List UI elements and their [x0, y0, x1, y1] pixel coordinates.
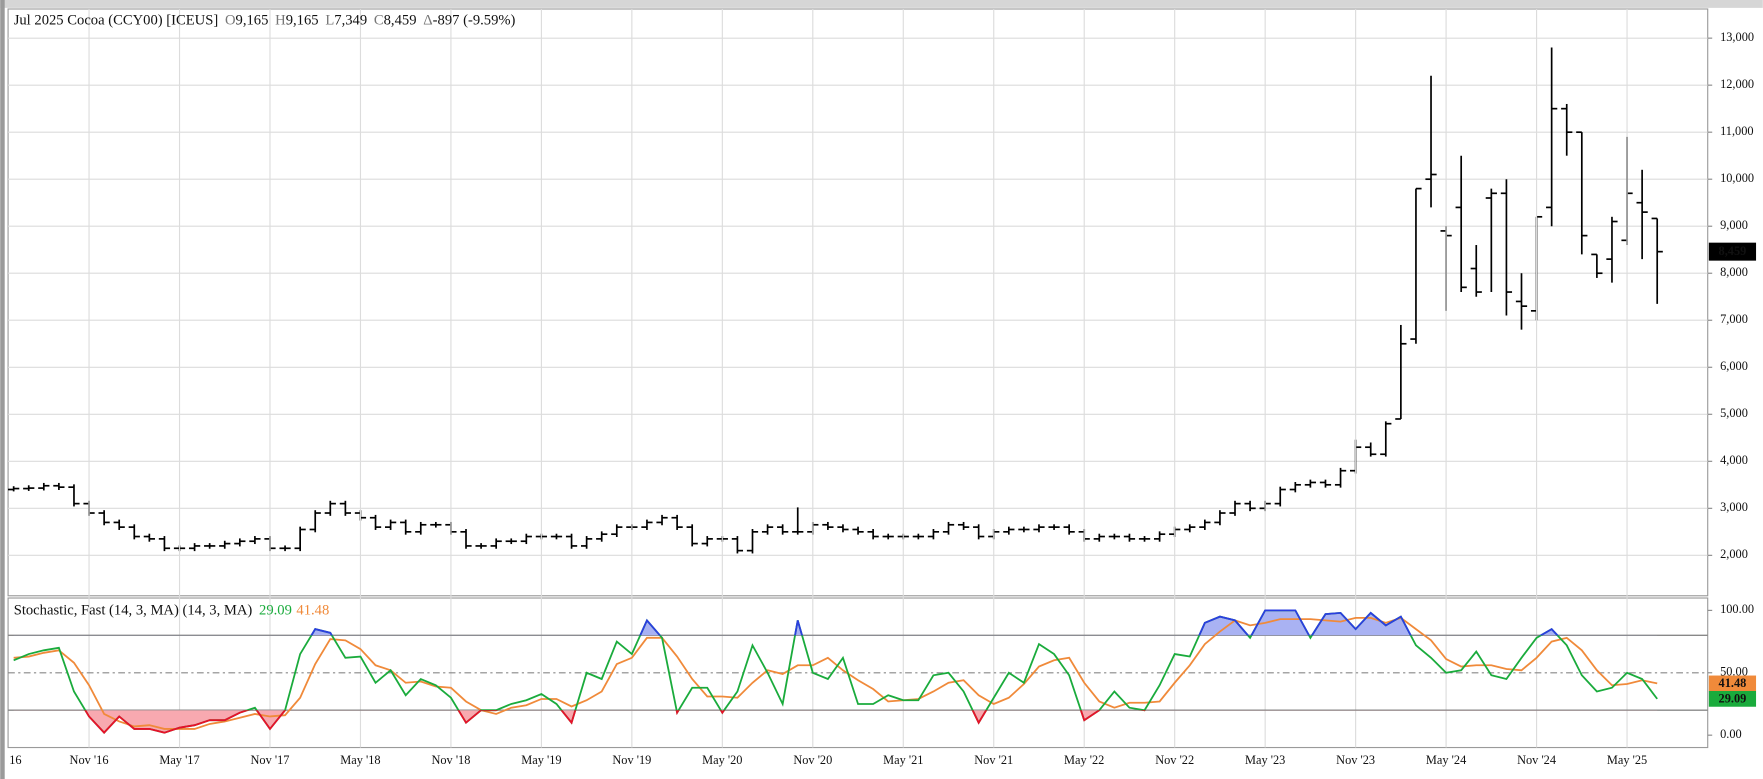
x-tick-label: May '22: [1064, 753, 1104, 767]
y-tick-label: 100.00: [1720, 602, 1754, 616]
price-title: Jul 2025 Cocoa (CCY00) [ICEUS]: [14, 13, 219, 29]
x-tick-label: May '19: [521, 753, 561, 767]
stat-value: 7,349: [334, 13, 367, 29]
y-tick-label: 12,000: [1720, 77, 1754, 91]
stat-key: C: [374, 13, 384, 29]
last-value-label: 41.48: [1719, 676, 1747, 690]
stat-key: O: [225, 13, 236, 29]
left-edge: [0, 0, 5, 779]
stat-key: L: [325, 13, 334, 29]
stoch-header: Stochastic, Fast (14, 3, MA) (14, 3, MA)…: [14, 603, 330, 619]
x-tick-label: May '18: [340, 753, 380, 767]
last-value-label: 29.09: [1719, 691, 1747, 705]
y-tick-label: 13,000: [1720, 30, 1754, 44]
overbought-line: [310, 609, 1559, 636]
x-tick-label: Nov '19: [612, 753, 651, 767]
x-tick-label: May '24: [1426, 753, 1466, 767]
price-panel-frame: [7, 8, 1709, 597]
y-tick-label: 8,000: [1720, 265, 1748, 279]
y-tick-label: 11,000: [1720, 124, 1754, 138]
y-tick-label: 6,000: [1720, 359, 1748, 373]
top-strip: [0, 0, 1763, 8]
stat-key: H: [275, 13, 286, 29]
x-tick-label: May '20: [702, 753, 742, 767]
stat-value: 9,165: [236, 13, 269, 29]
x-tick-label: May '25: [1607, 753, 1647, 767]
x-tick-label: Nov '17: [251, 753, 290, 767]
y-tick-label: 10,000: [1720, 171, 1754, 185]
y-tick-label: 0.00: [1720, 727, 1742, 741]
x-tick-label: 16: [9, 753, 21, 767]
stats: O9,165 H9,165 L7,349 C8,459 Δ-897 (-9.59%): [225, 13, 516, 29]
stat-value: 8,459: [384, 13, 417, 29]
x-tick-label: Nov '22: [1155, 753, 1194, 767]
x-tick-label: May '23: [1245, 753, 1285, 767]
stoch-title: Stochastic, Fast (14, 3, MA) (14, 3, MA): [14, 603, 253, 619]
y-tick-label: 7,000: [1720, 312, 1748, 326]
k-last: 29.09: [259, 603, 292, 619]
x-tick-label: May '17: [159, 753, 199, 767]
stat-value: -897 (-9.59%): [433, 13, 516, 29]
y-tick-label: 2,000: [1720, 547, 1748, 561]
x-tick-label: Nov '20: [793, 753, 832, 767]
y-tick-label: 4,000: [1720, 453, 1748, 467]
y-tick-label: 5,000: [1720, 406, 1748, 420]
x-tick-label: Nov '18: [431, 753, 470, 767]
stat-value: 9,165: [286, 13, 319, 29]
y-tick-label: 50.00: [1720, 665, 1748, 679]
x-tick-label: Nov '21: [974, 753, 1013, 767]
last-value-box: [1708, 675, 1757, 692]
stoch-line: [13, 616, 1658, 730]
y-tick-label: 9,000: [1720, 218, 1748, 232]
x-tick-label: May '21: [883, 753, 923, 767]
x-tick-label: Nov '23: [1336, 753, 1375, 767]
d-last: 41.48: [296, 603, 329, 619]
y-tick-label: 3,000: [1720, 500, 1748, 514]
last-value-box: [1708, 690, 1757, 707]
last-price-label: 8,459: [1719, 244, 1747, 258]
x-tick-label: Nov '24: [1517, 753, 1556, 767]
last-price-box: [1708, 242, 1757, 261]
x-tick-label: Nov '16: [70, 753, 109, 767]
plot-layer: 2,000 3,000 4,000 5,000 6,000 7,000 8,000 9,000…: [8, 8, 1757, 767]
price-header: Jul 2025 Cocoa (CCY00) [ICEUS] O9,165 H9,1…: [14, 13, 516, 29]
stat-key: Δ: [423, 13, 432, 29]
oversold-fill: [85, 710, 1100, 733]
